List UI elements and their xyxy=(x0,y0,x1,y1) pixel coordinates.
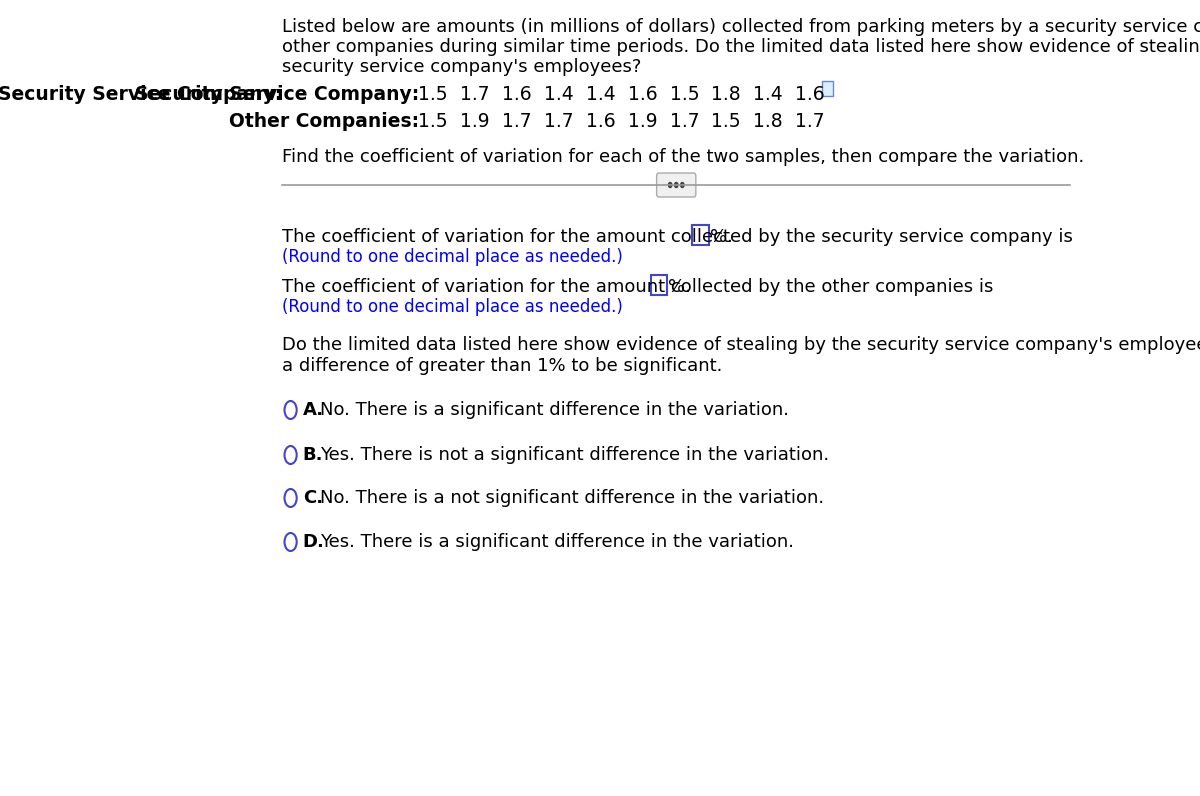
Text: %.: %. xyxy=(710,228,733,246)
Circle shape xyxy=(680,182,684,188)
Text: 1.9: 1.9 xyxy=(460,112,490,131)
FancyBboxPatch shape xyxy=(656,173,696,197)
Text: Security Service Company:: Security Service Company: xyxy=(0,85,282,104)
FancyBboxPatch shape xyxy=(650,275,667,295)
Circle shape xyxy=(284,401,296,419)
Text: 1.7: 1.7 xyxy=(502,112,532,131)
Text: Do the limited data listed here show evidence of stealing by the security servic: Do the limited data listed here show evi… xyxy=(282,336,1200,354)
Text: The coefficient of variation for the amount collected by the other companies is: The coefficient of variation for the amo… xyxy=(282,278,994,296)
Text: 1.8: 1.8 xyxy=(712,85,742,104)
Text: The coefficient of variation for the amount collected by the security service co: The coefficient of variation for the amo… xyxy=(282,228,1073,246)
Text: Security Service Company:: Security Service Company: xyxy=(134,85,419,104)
Text: 1.5: 1.5 xyxy=(418,112,448,131)
Text: (Round to one decimal place as needed.): (Round to one decimal place as needed.) xyxy=(282,248,623,266)
Text: 1.4: 1.4 xyxy=(754,85,784,104)
Text: a difference of greater than 1% to be significant.: a difference of greater than 1% to be si… xyxy=(282,357,722,375)
Text: 1.7: 1.7 xyxy=(670,112,700,131)
Circle shape xyxy=(668,182,672,188)
Circle shape xyxy=(674,182,678,188)
Text: 1.4: 1.4 xyxy=(586,85,616,104)
Text: A.: A. xyxy=(302,401,324,419)
Text: 1.5: 1.5 xyxy=(712,112,742,131)
Text: 1.7: 1.7 xyxy=(796,112,826,131)
Text: 1.5: 1.5 xyxy=(670,85,700,104)
Text: 1.6: 1.6 xyxy=(586,112,616,131)
Circle shape xyxy=(284,489,296,507)
Text: 1.9: 1.9 xyxy=(628,112,658,131)
Text: 1.4: 1.4 xyxy=(544,85,574,104)
Text: 1.6: 1.6 xyxy=(628,85,658,104)
Circle shape xyxy=(284,446,296,464)
Text: %.: %. xyxy=(668,278,691,296)
Text: 1.6: 1.6 xyxy=(502,85,532,104)
Text: 1.7: 1.7 xyxy=(544,112,574,131)
Text: Yes. There is a significant difference in the variation.: Yes. There is a significant difference i… xyxy=(320,533,794,551)
Text: No. There is a not significant difference in the variation.: No. There is a not significant differenc… xyxy=(320,489,824,507)
Text: (Round to one decimal place as needed.): (Round to one decimal place as needed.) xyxy=(282,298,623,316)
Text: Listed below are amounts (in millions of dollars) collected from parking meters : Listed below are amounts (in millions of… xyxy=(282,18,1200,36)
FancyBboxPatch shape xyxy=(822,81,833,96)
Text: Other Companies:: Other Companies: xyxy=(229,112,419,131)
Text: D.: D. xyxy=(302,533,325,551)
Text: 1.6: 1.6 xyxy=(796,85,826,104)
FancyBboxPatch shape xyxy=(692,225,708,245)
Text: other companies during similar time periods. Do the limited data listed here sho: other companies during similar time peri… xyxy=(282,38,1200,56)
Text: security service company's employees?: security service company's employees? xyxy=(282,58,642,76)
Text: 1.7: 1.7 xyxy=(460,85,490,104)
Text: B.: B. xyxy=(302,446,323,464)
Circle shape xyxy=(284,533,296,551)
Text: Yes. There is not a significant difference in the variation.: Yes. There is not a significant differen… xyxy=(320,446,829,464)
Text: C.: C. xyxy=(302,489,323,507)
Text: 1.8: 1.8 xyxy=(754,112,784,131)
Text: 1.5: 1.5 xyxy=(418,85,448,104)
Text: Find the coefficient of variation for each of the two samples, then compare the : Find the coefficient of variation for ea… xyxy=(282,148,1085,166)
Text: No. There is a significant difference in the variation.: No. There is a significant difference in… xyxy=(320,401,790,419)
